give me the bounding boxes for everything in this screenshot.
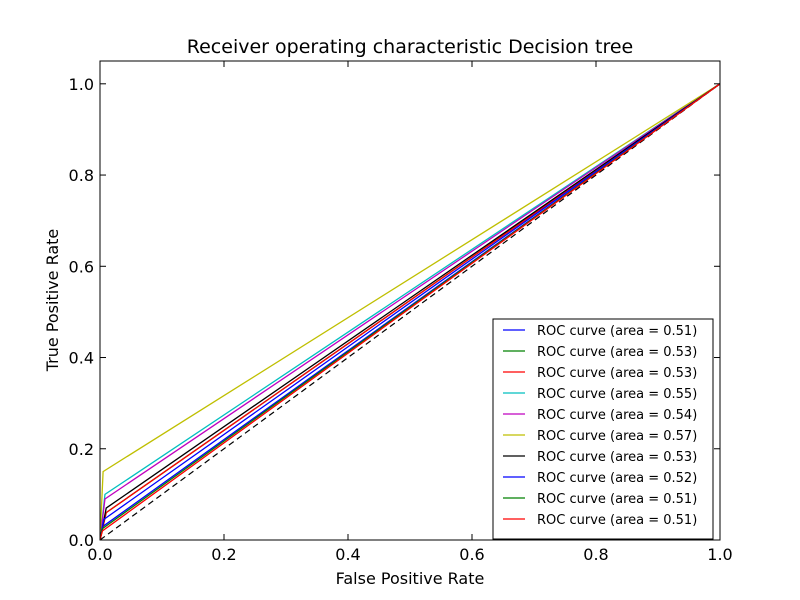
series-group — [100, 83, 720, 540]
x-tick-label: 0.4 — [335, 545, 360, 564]
y-axis-label: True Positive Rate — [43, 229, 62, 373]
y-tick-label: 0.2 — [69, 440, 94, 459]
legend-entry-10: ROC curve (area = 0.51) — [537, 513, 697, 528]
y-tick-label: 0.0 — [69, 531, 94, 550]
y-tick-label: 0.6 — [69, 257, 94, 276]
plot-frame — [99, 60, 721, 541]
roc-series-line-6 — [100, 83, 720, 540]
plot-area — [99, 60, 721, 541]
legend-entry-9: ROC curve (area = 0.51) — [537, 492, 697, 507]
x-tick-label: 1.0 — [707, 545, 732, 564]
x-tick-label: 0.2 — [211, 545, 236, 564]
chance-diagonal-line — [100, 83, 720, 540]
x-tick-label: 0.0 — [87, 545, 112, 564]
legend-entry-4: ROC curve (area = 0.55) — [537, 387, 697, 402]
legend-entry-7: ROC curve (area = 0.53) — [537, 450, 697, 465]
legend-entry-8: ROC curve (area = 0.52) — [537, 471, 697, 486]
legend-box — [492, 318, 714, 540]
roc-series-line-5 — [100, 83, 720, 540]
y-tick-label: 0.8 — [69, 166, 94, 185]
chart-title: Receiver operating characteristic Decisi… — [187, 36, 633, 58]
legend-entry-5: ROC curve (area = 0.54) — [537, 408, 697, 423]
legend-entry-6: ROC curve (area = 0.57) — [537, 429, 697, 444]
x-axis-label: False Positive Rate — [336, 569, 485, 588]
y-tick-label: 1.0 — [69, 75, 94, 94]
legend-entry-3: ROC curve (area = 0.53) — [537, 366, 697, 381]
legend: ROC curve (area = 0.51) ROC curve (area =… — [492, 318, 714, 540]
legend-entry-2: ROC curve (area = 0.53) — [537, 345, 697, 360]
y-tick-label: 0.4 — [69, 349, 94, 368]
roc-series-line-10 — [100, 83, 720, 540]
x-tick-label: 0.6 — [459, 545, 484, 564]
x-tick-label: 0.8 — [583, 545, 608, 564]
axis-ticks: 0.0 0.2 0.4 0.6 0.8 1.0 0.0 0.2 0.4 0.6 0.8 1.0 — [69, 61, 733, 564]
legend-entry-1: ROC curve (area = 0.51) — [537, 324, 697, 339]
